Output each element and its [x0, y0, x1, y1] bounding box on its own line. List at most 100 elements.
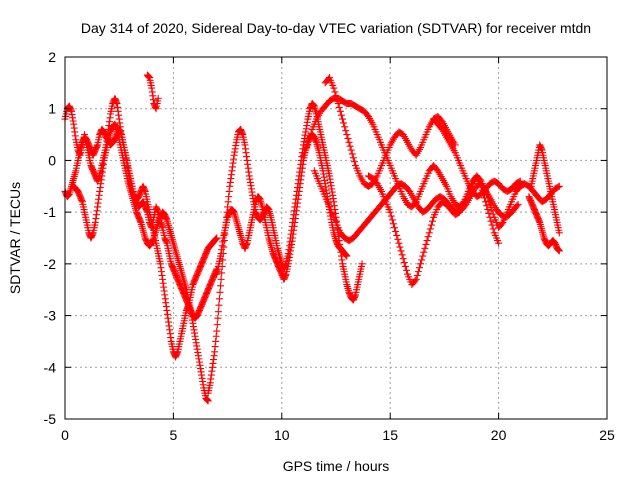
point-arc-i-8-3 [402, 266, 410, 274]
point-arc-i-5-2 [388, 216, 396, 224]
point-arc-f-1-1 [305, 137, 313, 145]
point-arc-h-4-3 [342, 127, 350, 135]
point-arc-i-28-2 [488, 207, 496, 215]
point-arc-f-1-2 [306, 133, 314, 141]
point-arc-i-27-3 [485, 197, 493, 205]
point-arc-f-45-0 [495, 239, 503, 247]
point-arc-m-5-0 [154, 94, 162, 102]
y-tick-label-1: -4 [44, 359, 57, 375]
point-arc-d-4-1 [213, 321, 221, 329]
point-arc-f-42-0 [482, 198, 490, 206]
x-tick-label-5: 25 [599, 427, 615, 443]
point-arc-i-27-1 [483, 191, 491, 199]
point-arc-g-47-0 [514, 200, 522, 208]
point-arc-b-70-0 [213, 234, 221, 242]
point-arc-i-12-2 [419, 252, 427, 260]
y-tick-label-0: -5 [44, 411, 57, 427]
point-arc-l-14-0 [555, 247, 563, 255]
point-arc-i-6-0 [391, 224, 399, 232]
point-arc-i-5-1 [387, 212, 395, 220]
point-arc-h-6-1 [348, 150, 356, 158]
point-arc-i-13-1 [422, 240, 430, 248]
y-tick-label-5: 0 [48, 152, 56, 168]
y-tick-label-3: -2 [44, 256, 57, 272]
point-arc-h-3-0 [334, 100, 342, 108]
point-arc-i-14-3 [428, 217, 436, 225]
y-tick-label-7: 2 [48, 49, 56, 65]
point-arc-i-28-0 [486, 200, 494, 208]
point-arc-i-8-2 [401, 262, 409, 270]
point-arc-h-6-0 [347, 146, 355, 154]
series-arc-n [512, 180, 563, 206]
point-arc-h-3-3 [337, 111, 345, 119]
point-arc-i-8-0 [399, 255, 407, 263]
y-tick-label-2: -3 [44, 308, 57, 324]
point-arc-i-8-1 [400, 259, 408, 267]
point-arc-f-1-3 [307, 129, 315, 137]
point-arc-i-14-0 [425, 229, 433, 237]
point-arc-i-12-1 [418, 256, 426, 264]
chart-title: Day 314 of 2020, Sidereal Day-to-day VTE… [81, 20, 591, 36]
point-arc-i-30-3 [498, 220, 506, 228]
point-arc-i-7-1 [396, 243, 404, 251]
point-arc-i-11-2 [414, 268, 422, 276]
y-tick-label-4: -1 [44, 204, 57, 220]
y-tick-label-6: 1 [48, 101, 56, 117]
point-arc-i-6-1 [392, 228, 400, 236]
series-arc-m [143, 71, 162, 113]
point-arc-h-6-2 [349, 154, 357, 162]
point-arc-f-1-0 [304, 141, 312, 149]
point-arc-i-11-3 [415, 264, 423, 272]
point-arc-i-13-3 [424, 233, 432, 241]
point-arc-i-12-0 [417, 260, 425, 268]
axes: 0 5 10 15 20 25 -5 -4 -3 -2 -1 0 1 2 [44, 49, 615, 443]
point-arc-e-60-0 [343, 252, 351, 260]
point-arc-h-4-0 [339, 115, 347, 123]
point-arc-h-2-0 [330, 84, 338, 92]
series-arc-j [430, 115, 524, 201]
point-arc-i-13-2 [423, 237, 431, 245]
point-arc-d-5-0 [215, 301, 223, 309]
point-arc-n-9-3 [554, 183, 562, 191]
point-arc-h-4-1 [340, 119, 348, 127]
x-tick-label-1: 5 [170, 427, 178, 443]
point-arc-h-4-2 [341, 123, 349, 131]
point-arc-h-6-3 [350, 158, 358, 166]
series-arc-k [527, 141, 563, 237]
series-layer [61, 71, 563, 405]
point-arc-i-14-1 [426, 225, 434, 233]
point-arc-g-46-3 [513, 202, 521, 210]
point-arc-d-6-0 [217, 275, 225, 283]
point-arc-h-3-1 [335, 103, 343, 111]
point-arc-i-28-3 [489, 210, 497, 218]
x-tick-label-3: 15 [382, 427, 398, 443]
point-arc-h-5-1 [344, 134, 352, 142]
point-arc-h-2-1 [331, 88, 339, 96]
point-arc-h-3-2 [336, 107, 344, 115]
point-arc-i-7-3 [398, 251, 406, 259]
point-arc-i-6-3 [394, 235, 402, 243]
point-arc-f-42-1 [483, 202, 491, 210]
point-arc-d-4-2 [214, 314, 222, 322]
point-arc-h-2-3 [333, 96, 341, 104]
series-arc-h [321, 74, 459, 190]
series-arc-i [365, 172, 524, 289]
point-arc-f-43-3 [489, 225, 497, 233]
point-arc-i-6-2 [393, 231, 401, 239]
series-arc-l [525, 193, 563, 255]
point-arc-d-71-0 [358, 260, 366, 268]
point-arc-h-5-3 [346, 142, 354, 150]
point-arc-d-5-1 [215, 295, 223, 303]
point-arc-i-14-2 [427, 221, 435, 229]
x-tick-label-0: 0 [61, 427, 69, 443]
x-axis-label: GPS time / hours [283, 458, 390, 474]
point-arc-h-5-0 [343, 131, 351, 139]
point-arc-i-7-0 [395, 239, 403, 247]
point-arc-d-5-3 [217, 282, 225, 290]
point-arc-i-10-3 [411, 277, 419, 285]
x-tick-label-4: 20 [491, 427, 507, 443]
point-arc-c-62-0 [204, 397, 212, 405]
point-arc-i-7-2 [397, 247, 405, 255]
point-arc-i-28-1 [487, 204, 495, 212]
